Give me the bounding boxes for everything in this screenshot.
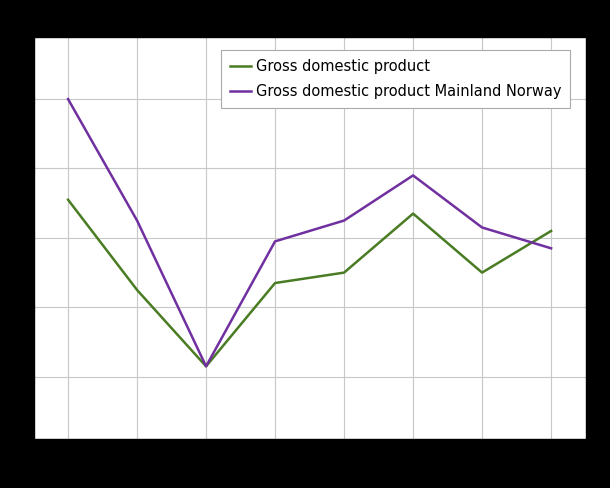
Gross domestic product Mainland Norway <box>547 245 554 251</box>
Gross domestic product Mainland Norway <box>478 224 486 230</box>
Gross domestic product <box>547 228 554 234</box>
Gross domestic product <box>271 280 279 286</box>
Gross domestic product Mainland Norway <box>65 96 72 102</box>
Line: Gross domestic product: Gross domestic product <box>68 200 551 366</box>
Gross domestic product Mainland Norway <box>409 172 417 178</box>
Gross domestic product <box>409 211 417 217</box>
Gross domestic product Mainland Norway <box>134 218 141 224</box>
Gross domestic product <box>134 287 141 293</box>
Gross domestic product <box>65 197 72 203</box>
Gross domestic product <box>478 270 486 276</box>
Gross domestic product Mainland Norway <box>271 239 279 244</box>
Gross domestic product Mainland Norway <box>340 218 348 224</box>
Gross domestic product <box>203 364 210 369</box>
Line: Gross domestic product Mainland Norway: Gross domestic product Mainland Norway <box>68 99 551 366</box>
Legend: Gross domestic product, Gross domestic product Mainland Norway: Gross domestic product, Gross domestic p… <box>221 50 570 108</box>
Gross domestic product <box>340 270 348 276</box>
Gross domestic product Mainland Norway <box>203 364 210 369</box>
